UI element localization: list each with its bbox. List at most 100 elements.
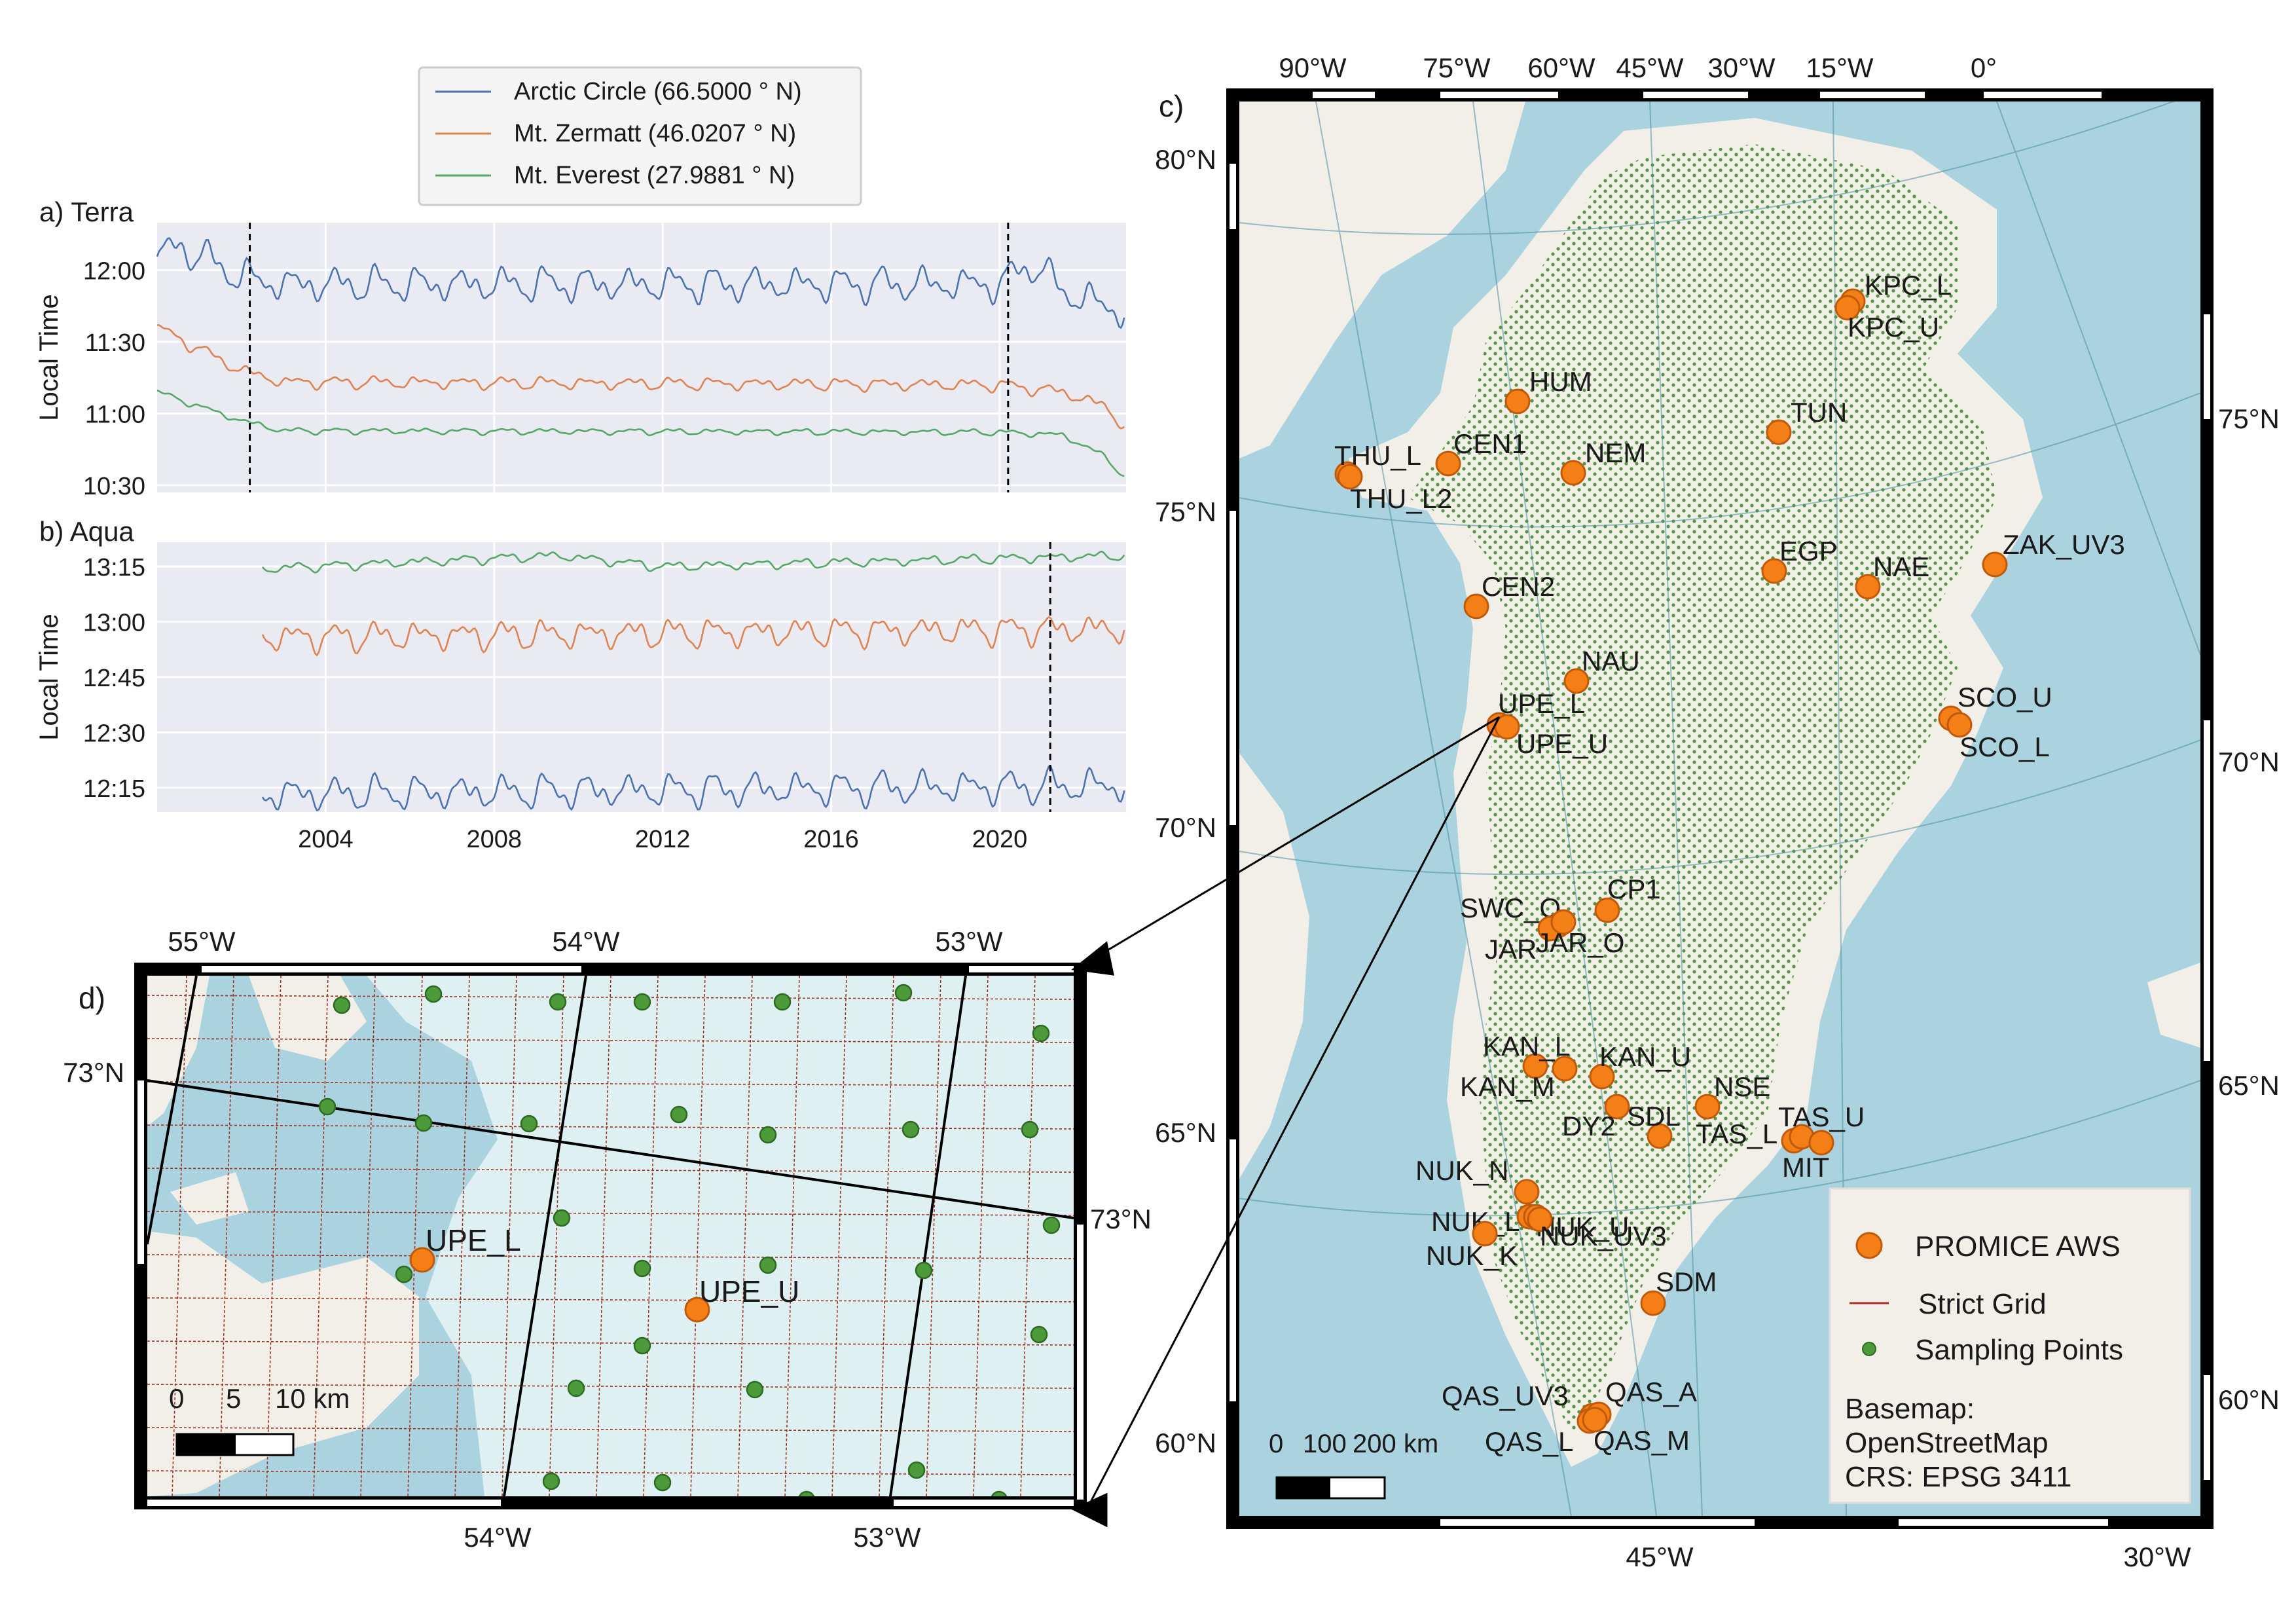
station-label-qas-m: QAS_M bbox=[1594, 1425, 1690, 1456]
sampling-point bbox=[653, 1473, 672, 1492]
station-marker-zak-uv3 bbox=[1982, 551, 2008, 578]
sampling-point bbox=[542, 1472, 560, 1490]
series-mt-everest bbox=[261, 550, 1125, 574]
station-marker-kan-u bbox=[1589, 1063, 1615, 1090]
station-marker-tun bbox=[1766, 419, 1792, 445]
map-c-top-tick: 0° bbox=[1971, 52, 1997, 83]
sampling-point bbox=[318, 1098, 337, 1116]
line-legend: Arctic Circle (66.5000 ° N) Mt. Zermatt … bbox=[418, 66, 862, 206]
canada-land bbox=[1239, 101, 1525, 458]
station-label-upe-u: UPE_U bbox=[1516, 728, 1608, 759]
strict-grid-line bbox=[147, 1038, 1074, 1043]
strict-grid-line bbox=[147, 1254, 1074, 1259]
sampling-point bbox=[414, 1114, 433, 1132]
station-marker-thu-l2 bbox=[1337, 464, 1363, 490]
panel-d-ticks: 55°W 54°W 53°W 54°W 53°W 73°N 73°N bbox=[63, 926, 1152, 1553]
station-label-nuk-n: NUK_N bbox=[1415, 1155, 1508, 1186]
station-label-qas-uv3: QAS_UV3 bbox=[1442, 1380, 1569, 1411]
station-label-kan-u: KAN_U bbox=[1599, 1041, 1691, 1072]
station-label-cen1: CEN1 bbox=[1453, 428, 1527, 459]
sampling-point bbox=[333, 996, 351, 1014]
xtick-label: 2004 bbox=[298, 826, 354, 853]
station-label-kpc-u: KPC_U bbox=[1848, 312, 1939, 342]
strict-grid-line bbox=[147, 1427, 1074, 1432]
legend-sampling-marker bbox=[1862, 1342, 1876, 1356]
station-marker-d-upe-u bbox=[684, 1297, 710, 1323]
sampling-point bbox=[991, 1490, 1008, 1496]
sampling-point bbox=[424, 985, 443, 1003]
station-marker-nuk-uv3 bbox=[1527, 1206, 1553, 1232]
sampling-point bbox=[1032, 1024, 1050, 1043]
panel-a-series bbox=[156, 237, 1125, 477]
sampling-point bbox=[633, 1259, 651, 1278]
station-marker-nau bbox=[1563, 668, 1590, 694]
panel-a-yticks: 10:30 11:00 11:30 12:00 bbox=[83, 257, 145, 500]
station-marker-nse bbox=[1694, 1094, 1721, 1120]
sampling-point bbox=[549, 993, 567, 1011]
legend-entry-zermatt: Mt. Zermatt (46.0207 ° N) bbox=[514, 120, 796, 147]
station-marker-sdl bbox=[1647, 1123, 1673, 1149]
basemap-note-1: Basemap: bbox=[1845, 1393, 1975, 1425]
panel-d-stations: UPE_L UPE_U bbox=[409, 1223, 799, 1323]
map-c-right-tick: 70°N bbox=[2218, 747, 2280, 777]
station-marker-cen2 bbox=[1463, 593, 1489, 619]
station-marker-sco-l bbox=[1946, 712, 1973, 738]
scalebar-d-0: 0 bbox=[169, 1383, 184, 1414]
sampling-point bbox=[907, 1461, 926, 1479]
scalebar-c-200: 200 km bbox=[1353, 1430, 1438, 1458]
station-label-kan-m: KAN_M bbox=[1460, 1071, 1555, 1102]
sampling-point bbox=[1030, 1325, 1048, 1344]
panel-c-ticks: 90°W 75°W 60°W 45°W 30°W 15°W 0° 45°W 30°W 80°N 75… bbox=[1155, 52, 2280, 1572]
map-c-left-tick: 70°N bbox=[1155, 812, 1216, 843]
station-label-tas-l: TAS_L bbox=[1696, 1118, 1777, 1149]
strict-grid-line bbox=[147, 995, 1074, 1000]
strict-grid-line bbox=[147, 1340, 1074, 1346]
station-label-nem: NEM bbox=[1585, 437, 1646, 468]
legend-sampling-points: Sampling Points bbox=[1915, 1334, 2123, 1366]
station-marker-mit bbox=[1808, 1130, 1834, 1156]
map-c-top-tick: 90°W bbox=[1279, 52, 1347, 83]
map-c-left-tick: 75°N bbox=[1155, 496, 1216, 527]
sampling-point bbox=[633, 1337, 651, 1355]
sampling-point bbox=[902, 1120, 920, 1139]
map-d-top-tick: 55°W bbox=[168, 926, 236, 957]
station-label-nau: NAU bbox=[1582, 646, 1640, 676]
panel-b-series bbox=[261, 550, 1125, 811]
station-marker-cp1 bbox=[1594, 897, 1620, 923]
panel-c-frame-ticks bbox=[1230, 92, 2210, 1526]
xtick-label: 2016 bbox=[803, 826, 859, 853]
station-label-zak-uv3: ZAK_UV3 bbox=[2003, 529, 2125, 560]
panel-a-grid bbox=[157, 223, 1126, 492]
station-label-egp: EGP bbox=[1779, 536, 1838, 566]
station-marker-nuk-k bbox=[1472, 1221, 1498, 1247]
station-label-nse: NSE bbox=[1714, 1071, 1770, 1102]
station-marker-d-upe-l bbox=[409, 1247, 435, 1273]
sampling-point bbox=[915, 1261, 933, 1280]
sampling-point bbox=[798, 1490, 815, 1496]
station-label-tas-u: TAS_U bbox=[1778, 1101, 1865, 1132]
station-label-mit: MIT bbox=[1782, 1152, 1829, 1183]
panel-b-grid bbox=[157, 542, 1126, 812]
map-c-top-tick: 45°W bbox=[1616, 52, 1684, 83]
station-marker-nuk-n bbox=[1514, 1179, 1540, 1205]
station-label-sdl: SDL bbox=[1627, 1101, 1681, 1132]
station-label-qas-l: QAS_L bbox=[1485, 1426, 1573, 1457]
station-marker-jar-o bbox=[1550, 909, 1576, 935]
station-marker-upe-u bbox=[1494, 714, 1520, 740]
panel-c-label: c) bbox=[1159, 89, 1184, 123]
map-c-left-tick: 60°N bbox=[1155, 1428, 1216, 1458]
station-marker-kan-l bbox=[1522, 1053, 1548, 1079]
station-label-qas-a: QAS_A bbox=[1605, 1376, 1697, 1407]
map-c-top-tick: 75°W bbox=[1423, 52, 1491, 83]
map-d-top-tick: 53°W bbox=[935, 926, 1003, 957]
map-c-left-tick: 80°N bbox=[1155, 144, 1216, 175]
map-d-bottom-tick: 53°W bbox=[853, 1522, 921, 1553]
panel-a: a) Terra 10:30 11:00 11:30 12:00 Local Time bbox=[35, 196, 1126, 500]
panel-d: d) 55°W 54°W 53°W54°W 53°W73 bbox=[63, 926, 1152, 1553]
panel-a-label: a) Terra bbox=[39, 196, 134, 227]
station-label-jar-o: JAR_O bbox=[1536, 927, 1624, 958]
sampling-point bbox=[395, 1265, 413, 1283]
station-marker-kan-m bbox=[1552, 1056, 1578, 1082]
